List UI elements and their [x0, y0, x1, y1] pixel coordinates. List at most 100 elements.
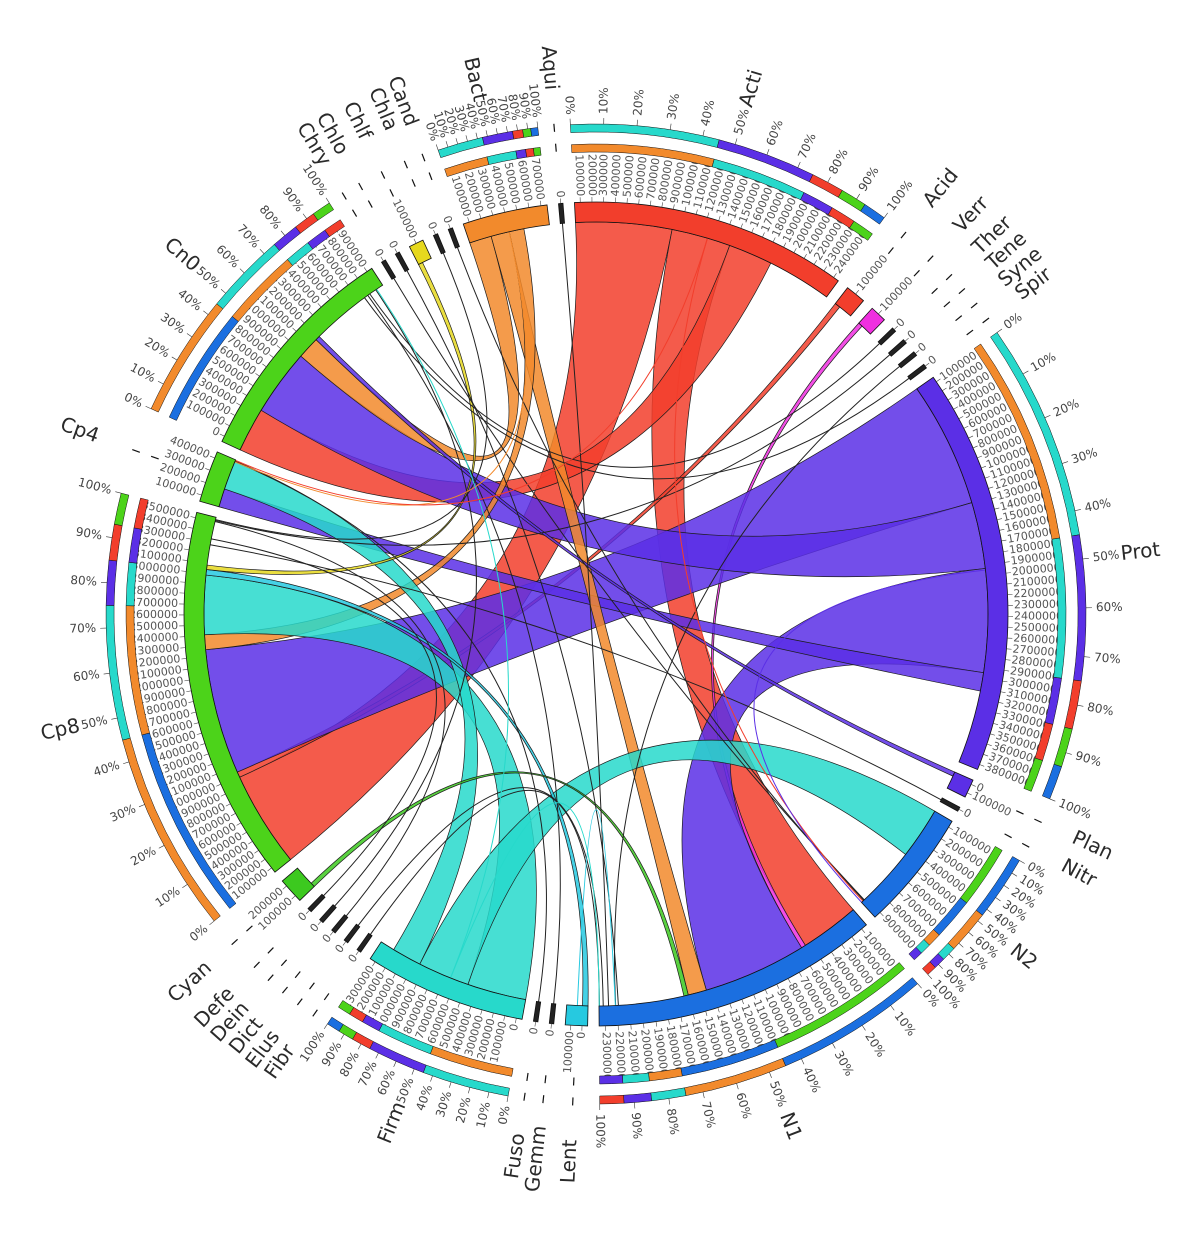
- small-marker: [944, 302, 950, 307]
- small-marker-outer: [132, 450, 140, 453]
- small-marker: [967, 330, 973, 335]
- small-marker-outer: [342, 193, 346, 200]
- tick-mark: [306, 910, 309, 914]
- percent-label: 0%: [496, 1105, 513, 1126]
- percent-label: 10%: [891, 1009, 918, 1039]
- tick-mark: [236, 403, 240, 406]
- tick-mark: [249, 383, 253, 386]
- tick-label: 2200000: [612, 1031, 628, 1081]
- percent-tick: [832, 1043, 835, 1048]
- composition-band-outer: [861, 204, 885, 224]
- tick-mark: [212, 774, 217, 776]
- percent-label: 20%: [453, 1095, 473, 1124]
- tick-mark: [481, 1010, 482, 1015]
- percent-label: 90%: [280, 185, 307, 215]
- small-marker: [310, 983, 315, 989]
- small-marker-outer: [1022, 843, 1029, 847]
- tick-mark: [999, 529, 1004, 530]
- tick-mark: [254, 850, 258, 853]
- tick-mark: [804, 254, 807, 258]
- percent-label: 10%: [128, 360, 158, 385]
- tick-mark: [237, 823, 241, 826]
- tick-mark: [959, 809, 963, 811]
- tick-label: 100000: [561, 1031, 577, 1074]
- composition-band-outer: [1042, 764, 1061, 799]
- percent-tick: [703, 1092, 704, 1098]
- tick-mark: [216, 784, 221, 786]
- segment-arc-dict: [332, 915, 348, 933]
- segment-arc-aqui: [558, 203, 564, 223]
- segment-arc-acid: [835, 288, 863, 316]
- percent-tick: [1084, 657, 1090, 658]
- segment-arc-verr: [859, 308, 885, 334]
- percent-label: 0%: [562, 95, 577, 115]
- tick-mark: [364, 267, 367, 271]
- percent-tick: [326, 198, 329, 203]
- percent-tick: [637, 120, 638, 126]
- small-marker-outer: [268, 975, 273, 981]
- percent-label: 50%: [731, 107, 752, 137]
- small-marker: [1016, 811, 1023, 814]
- percent-label: 0%: [1001, 310, 1025, 332]
- tick-label: 0: [320, 932, 334, 946]
- composition-band-outer: [114, 493, 129, 525]
- tick-mark: [983, 754, 988, 756]
- tick-mark: [336, 288, 339, 292]
- percent-tick: [938, 964, 942, 968]
- tick-mark: [383, 968, 386, 972]
- tick-mark: [447, 999, 449, 1004]
- tick-mark: [356, 951, 359, 955]
- tick-mark: [992, 497, 997, 498]
- percent-tick: [949, 954, 953, 958]
- tick-mark: [915, 350, 919, 353]
- percent-tick: [1075, 509, 1081, 510]
- percent-tick: [978, 921, 983, 925]
- tick-mark: [696, 210, 697, 215]
- small-marker-outer: [983, 318, 989, 323]
- tick-label: 0: [296, 910, 310, 924]
- percent-tick: [857, 194, 860, 199]
- tick-mark: [330, 931, 333, 935]
- tick-mark: [964, 426, 968, 428]
- percent-label: 0%: [187, 921, 211, 944]
- segment-arc-syne: [898, 352, 916, 368]
- composition-band-outer: [531, 127, 539, 136]
- percent-label: 50%: [194, 264, 223, 292]
- tick-mark: [225, 424, 229, 426]
- tick-mark: [345, 281, 348, 285]
- segment-arc-chlo: [395, 252, 408, 272]
- percent-label: 100%: [593, 1114, 607, 1148]
- tick-mark: [1003, 551, 1008, 552]
- tick-mark: [862, 929, 865, 933]
- segment-label-prot: Prot: [1119, 537, 1161, 565]
- tick-mark: [270, 355, 274, 358]
- percent-label: 30%: [158, 310, 188, 337]
- small-marker: [295, 972, 300, 978]
- percent-label: 70%: [355, 1059, 379, 1089]
- tick-mark: [1005, 660, 1010, 661]
- tick-mark: [183, 669, 188, 670]
- percent-label: 70%: [1094, 650, 1122, 666]
- tick-mark: [449, 224, 451, 229]
- tick-mark: [681, 1017, 682, 1022]
- segment-arc-fuso: [533, 1001, 540, 1021]
- small-marker: [429, 172, 432, 179]
- percent-label: 90%: [856, 164, 882, 194]
- percent-label: 70%: [699, 1100, 718, 1129]
- tick-mark: [973, 446, 978, 448]
- percent-label: 20%: [1051, 396, 1081, 420]
- tick-mark: [248, 841, 252, 844]
- percent-tick: [801, 1059, 804, 1064]
- small-marker: [324, 993, 329, 1000]
- small-marker: [914, 270, 919, 276]
- tick-mark: [242, 393, 246, 396]
- percent-label: 50%: [767, 1079, 790, 1109]
- tick-mark: [551, 1024, 552, 1029]
- tick-label: 2500000: [129, 619, 178, 633]
- tick-mark: [184, 549, 189, 550]
- tick-mark: [255, 373, 259, 376]
- percent-tick: [260, 249, 264, 253]
- segment-label-n2: N2: [1006, 938, 1043, 974]
- percent-label: 0%: [122, 390, 145, 411]
- percent-tick: [104, 673, 110, 674]
